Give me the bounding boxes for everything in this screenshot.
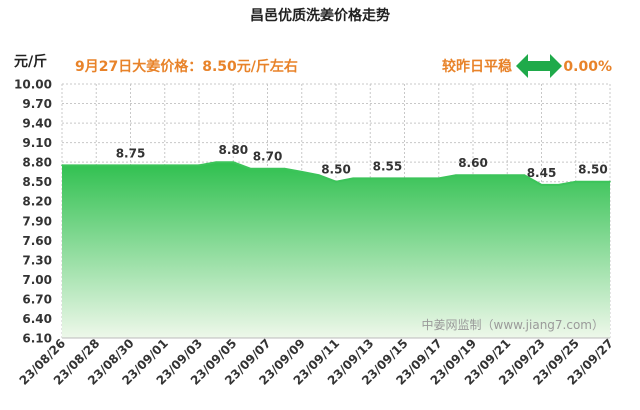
data-point xyxy=(609,180,611,183)
data-point xyxy=(403,177,406,180)
y-tick-label: 8.80 xyxy=(22,156,52,170)
data-point xyxy=(249,167,252,170)
data-point xyxy=(472,174,474,176)
data-point xyxy=(198,164,200,167)
data-point xyxy=(112,164,115,167)
data-label: 8.80 xyxy=(218,143,248,157)
y-tick-label: 6.40 xyxy=(22,312,52,326)
y-tick-label: 8.20 xyxy=(22,195,52,209)
data-point xyxy=(146,164,149,167)
data-point xyxy=(95,164,98,167)
data-point xyxy=(592,180,594,183)
data-point xyxy=(557,184,560,186)
y-tick-label: 6.70 xyxy=(22,292,52,306)
data-label: 8.50 xyxy=(321,163,351,177)
y-tick-label: 7.30 xyxy=(22,253,52,267)
data-point xyxy=(438,177,440,180)
data-label: 8.75 xyxy=(116,146,146,160)
y-tick-label: 7.90 xyxy=(22,214,52,228)
data-point xyxy=(506,174,509,176)
data-point xyxy=(301,171,303,173)
data-point xyxy=(78,164,80,167)
y-tick-label: 7.00 xyxy=(22,273,52,287)
data-point xyxy=(420,177,423,180)
data-point xyxy=(232,161,235,163)
data-point xyxy=(352,177,354,180)
y-tick-label: 7.60 xyxy=(22,234,52,248)
data-point xyxy=(129,164,132,167)
data-point xyxy=(489,174,491,176)
headline-price: 9月27日大姜价格：8.50元/斤左右 xyxy=(75,58,298,75)
x-axis: 23/08/2623/08/2823/08/3023/09/0123/09/03… xyxy=(17,336,617,388)
data-point xyxy=(335,180,337,183)
price-area xyxy=(62,162,610,338)
double-arrow-icon xyxy=(516,54,562,78)
data-labels: 8.75 8.80 8.70 8.50 8.55 8.60 8.45 8.50 xyxy=(116,143,608,180)
data-point xyxy=(386,177,389,180)
chart-title: 昌邑优质洗姜价格走势 xyxy=(250,7,390,24)
y-tick-label: 8.50 xyxy=(22,175,52,189)
data-point xyxy=(318,174,320,176)
change-value: 0.00% xyxy=(563,59,612,75)
data-point xyxy=(61,164,63,167)
change-label: 较昨日平稳 xyxy=(442,58,512,75)
data-point xyxy=(540,184,543,186)
data-point xyxy=(164,164,166,167)
y-tick-label: 9.10 xyxy=(22,136,52,150)
data-label: 8.45 xyxy=(527,166,557,180)
plot-area xyxy=(61,161,611,339)
y-tick-label: 9.70 xyxy=(22,97,52,111)
data-point xyxy=(455,174,457,176)
data-point xyxy=(369,177,372,180)
y-unit-label: 元/斤 xyxy=(14,53,47,70)
watermark: 中姜网监制（www.jiang7.com） xyxy=(422,317,604,332)
data-label: 8.50 xyxy=(578,163,608,177)
data-label: 8.60 xyxy=(458,156,488,170)
data-point xyxy=(575,180,577,183)
data-point xyxy=(181,164,183,167)
y-tick-label: 6.10 xyxy=(22,332,52,346)
data-point xyxy=(283,167,286,170)
y-tick-label: 10.00 xyxy=(14,78,52,92)
data-point xyxy=(266,167,269,170)
data-point xyxy=(215,161,217,163)
data-label: 8.70 xyxy=(253,150,283,164)
data-label: 8.55 xyxy=(373,159,403,173)
y-tick-label: 9.40 xyxy=(22,117,52,131)
y-axis: 10.00 9.70 9.40 9.10 8.80 8.50 8.20 7.90 7.60 7.3… xyxy=(14,78,52,346)
data-point xyxy=(523,174,526,176)
